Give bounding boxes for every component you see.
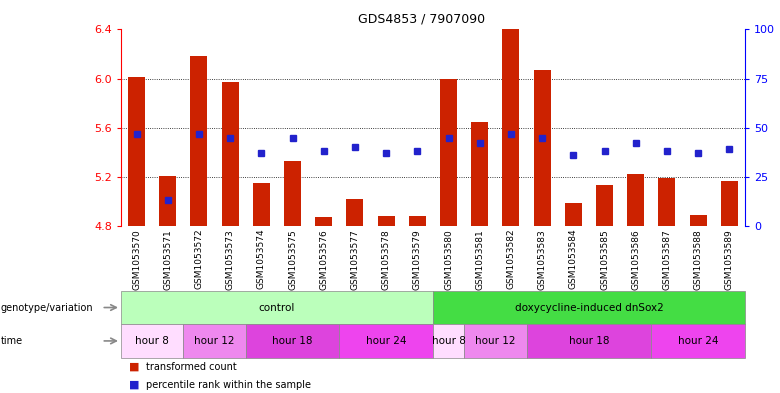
- Bar: [471, 121, 488, 226]
- Text: hour 24: hour 24: [678, 336, 718, 346]
- Text: hour 12: hour 12: [194, 336, 235, 346]
- Text: control: control: [259, 303, 295, 312]
- Bar: [315, 217, 332, 226]
- Text: hour 24: hour 24: [366, 336, 406, 346]
- Bar: [246, 324, 339, 358]
- Bar: [433, 324, 464, 358]
- Bar: [534, 70, 551, 226]
- Bar: [190, 57, 207, 226]
- Bar: [159, 176, 176, 226]
- Bar: [721, 180, 738, 226]
- Bar: [121, 291, 433, 324]
- Bar: [596, 185, 613, 226]
- Bar: [253, 183, 270, 226]
- Bar: [433, 291, 745, 324]
- Text: time: time: [1, 336, 23, 346]
- Bar: [222, 82, 239, 226]
- Text: hour 8: hour 8: [135, 336, 169, 346]
- Bar: [627, 174, 644, 226]
- Text: transformed count: transformed count: [146, 362, 236, 372]
- Bar: [464, 324, 526, 358]
- Bar: [440, 79, 457, 226]
- Bar: [651, 324, 745, 358]
- Bar: [339, 324, 433, 358]
- Bar: [526, 324, 651, 358]
- Bar: [121, 324, 183, 358]
- Bar: [658, 178, 675, 226]
- Bar: [502, 0, 519, 226]
- Bar: [346, 199, 363, 226]
- Bar: [284, 161, 301, 226]
- Bar: [378, 216, 395, 226]
- Text: hour 18: hour 18: [569, 336, 609, 346]
- Bar: [128, 77, 145, 226]
- Text: hour 8: hour 8: [431, 336, 466, 346]
- Text: hour 18: hour 18: [272, 336, 313, 346]
- Bar: [690, 215, 707, 226]
- Text: genotype/variation: genotype/variation: [1, 303, 94, 312]
- Bar: [183, 324, 246, 358]
- Text: ■: ■: [129, 380, 139, 390]
- Text: doxycycline-induced dnSox2: doxycycline-induced dnSox2: [515, 303, 663, 312]
- Text: percentile rank within the sample: percentile rank within the sample: [146, 380, 311, 390]
- Text: hour 12: hour 12: [475, 336, 516, 346]
- Bar: [565, 203, 582, 226]
- Text: ■: ■: [129, 362, 139, 372]
- Text: GDS4853 / 7907090: GDS4853 / 7907090: [358, 13, 485, 26]
- Bar: [409, 216, 426, 226]
